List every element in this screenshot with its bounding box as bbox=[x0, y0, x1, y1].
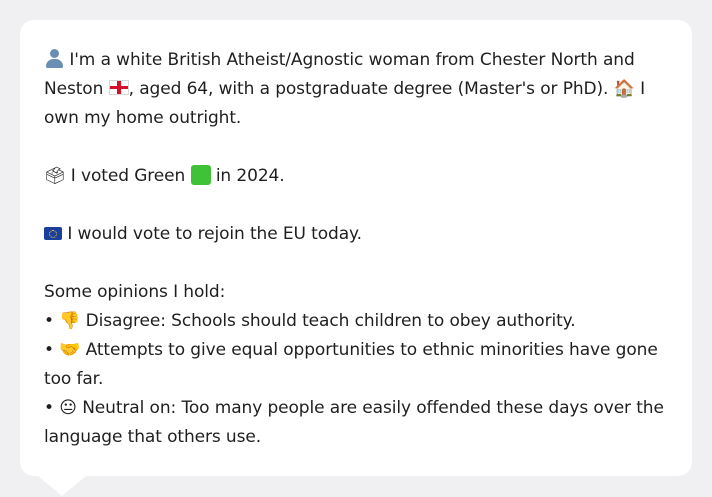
intro-text-b: , aged 64, with a postgraduate degree (M… bbox=[128, 79, 609, 99]
opinion-item: • 🤝 Attempts to give equal opportunities… bbox=[44, 336, 668, 394]
opinion-text: Attempts to give equal opportunities to … bbox=[44, 340, 658, 389]
opinions-heading: Some opinions I hold: bbox=[44, 282, 226, 302]
opinion-text: Disagree: Schools should teach children … bbox=[85, 311, 576, 331]
neutral-face-icon: 😐 bbox=[59, 398, 77, 418]
person-icon bbox=[44, 48, 64, 68]
opinion-item: • 👎 Disagree: Schools should teach child… bbox=[44, 307, 668, 336]
eu-paragraph: I would vote to rejoin the EU today. bbox=[44, 220, 668, 249]
handshake-icon: 🤝 bbox=[59, 340, 81, 360]
bullet: • bbox=[44, 311, 54, 331]
message-bubble: I'm a white British Atheist/Agnostic wom… bbox=[20, 20, 692, 476]
vote-paragraph: 🗳 I voted Green in 2024. bbox=[44, 162, 668, 191]
intro-text-a: I'm a white British Atheist/Agnostic wom… bbox=[44, 50, 635, 99]
intro-paragraph: I'm a white British Atheist/Agnostic wom… bbox=[44, 46, 668, 133]
eu-text: I would vote to rejoin the EU today. bbox=[67, 224, 362, 244]
bullet: • bbox=[44, 398, 54, 418]
ballot-box-icon: 🗳 bbox=[44, 166, 66, 186]
thumbs-down-icon: 👎 bbox=[59, 311, 81, 331]
bubble-tail bbox=[38, 476, 86, 496]
vote-text-a: I voted Green bbox=[70, 166, 186, 186]
eu-flag-icon bbox=[44, 227, 62, 240]
opinion-item: • 😐 Neutral on: Too many people are easi… bbox=[44, 394, 668, 452]
intro-text-c: I own my home outright. bbox=[44, 79, 645, 128]
green-square-icon bbox=[190, 165, 211, 185]
vote-text-b: in 2024. bbox=[215, 166, 285, 186]
england-flag-icon bbox=[108, 80, 129, 95]
opinion-text: Neutral on: Too many people are easily o… bbox=[44, 398, 664, 447]
bullet: • bbox=[44, 340, 54, 360]
house-icon: 🏠 bbox=[613, 79, 635, 99]
